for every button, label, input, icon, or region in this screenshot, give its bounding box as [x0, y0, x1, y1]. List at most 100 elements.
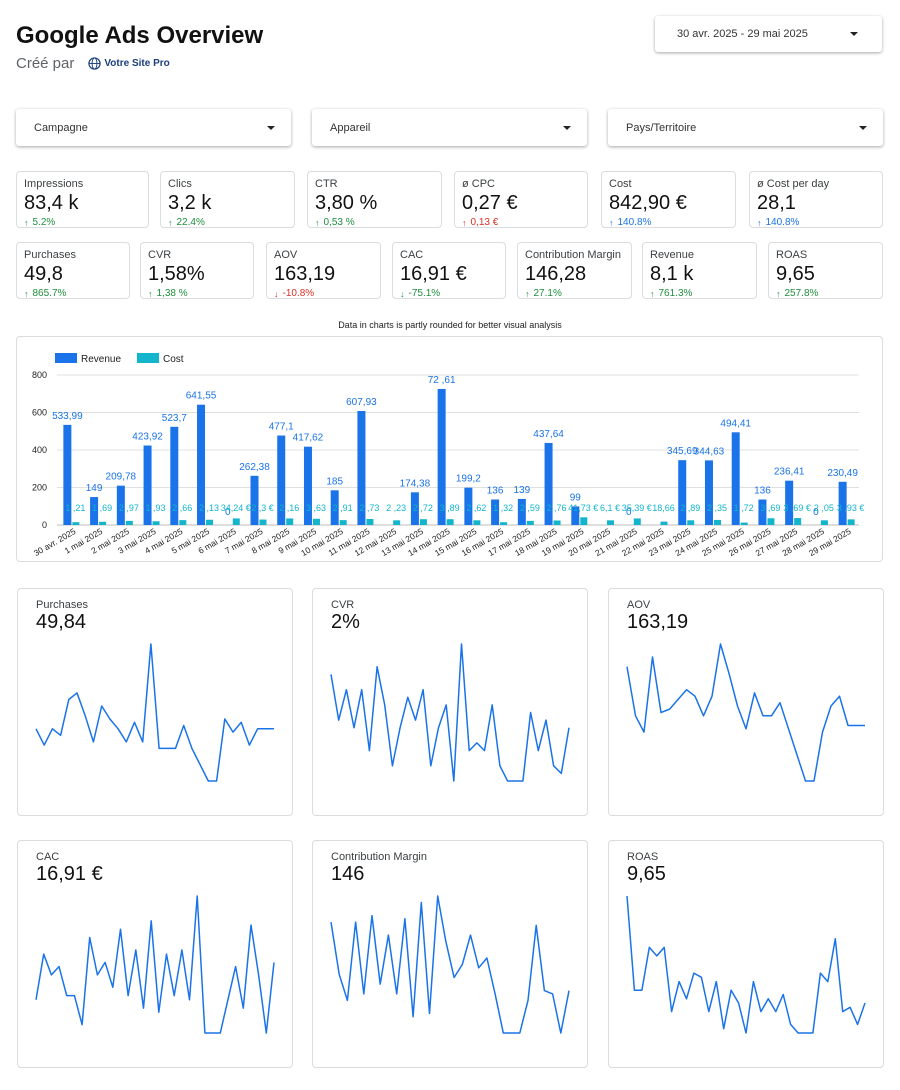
sparkline-series [626, 895, 866, 1034]
kpi-card-revenue: Revenue 8,1 k ↑ 761.3% [642, 242, 757, 299]
data-label-revenue: 236,41 [774, 467, 805, 478]
kpi-label: CVR [148, 249, 172, 261]
kpi-change: ↑ 865.7% [24, 288, 122, 299]
data-label-revenue: 149 [86, 483, 103, 494]
bar-cost [259, 519, 267, 525]
bar-cost [820, 520, 828, 525]
kpi-change-value: 257.8% [784, 288, 819, 299]
kpi-card-impressions: Impressions 83,4 k ↑ 5.2% [16, 171, 149, 228]
kpi-change: ↑ 22.4% [168, 217, 287, 228]
bar-cost [713, 519, 721, 525]
arrow-up-icon: ↑ [609, 217, 614, 228]
data-label-revenue: 344,63 [694, 446, 725, 457]
bar-revenue [464, 487, 473, 525]
bar-cost [607, 520, 615, 525]
data-label-revenue: 437,64 [533, 429, 564, 440]
sparkline-value: 2% [331, 611, 360, 633]
filter-label: Campagne [34, 121, 88, 134]
data-label-cost: 2 ,97 [119, 503, 139, 513]
bar-revenue [90, 497, 99, 525]
kpi-value: 1,58% [148, 263, 205, 285]
arrow-up-icon: ↑ [757, 217, 762, 228]
data-label-revenue: 607,93 [346, 397, 377, 408]
data-label-revenue: 99 [570, 492, 582, 503]
data-label-revenue: 345,69 [667, 446, 698, 457]
kpi-change-value: 761.3% [658, 288, 693, 299]
kpi-value: 9,65 [776, 263, 815, 285]
sparkline-label: Contribution Margin [331, 851, 427, 863]
y-tick-label: 0 [42, 520, 47, 530]
bar-revenue [410, 492, 419, 525]
bar-cost [553, 520, 561, 525]
data-label-revenue: 174,38 [400, 478, 431, 489]
kpi-value: 28,1 [757, 192, 796, 214]
data-label-revenue: 423,92 [132, 432, 163, 443]
kpi-change: ↑ 140.8% [609, 217, 728, 228]
bar-cost [446, 519, 454, 525]
arrow-up-icon: ↑ [525, 288, 530, 299]
filter-label: Appareil [330, 121, 371, 134]
kpi-value: 49,8 [24, 263, 63, 285]
kpi-card-contribution-margin: Contribution Margin 146,28 ↑ 27.1% [517, 242, 632, 299]
data-label-cost: 2 ,73 [359, 503, 379, 513]
revenue-cost-chart-card: Revenue Cost 0 200 400 600 800 533,99 1 ,21 30 av… [16, 336, 883, 562]
data-label-cost: 3 ,69 [760, 503, 780, 513]
page-title: Google Ads Overview [16, 22, 264, 49]
kpi-change-value: 22.4% [176, 217, 205, 228]
filter-device[interactable]: Appareil [312, 109, 587, 146]
data-label-revenue: 494,41 [720, 418, 751, 429]
data-label-cost: 3 ,69 € [783, 503, 811, 513]
data-label-cost: 1 ,72 [734, 503, 754, 513]
kpi-value: 83,4 k [24, 192, 79, 214]
bar-revenue [544, 442, 553, 525]
bar-cost [580, 517, 588, 525]
kpi-card-purchases: Purchases 49,8 ↑ 865.7% [16, 242, 130, 299]
bar-revenue [170, 426, 179, 525]
kpi-card-ctr: CTR 3,80 % ↑ 0,53 % [307, 171, 442, 228]
bar-revenue [303, 446, 312, 525]
kpi-change-value: -10.8% [282, 288, 315, 299]
kpi-label: Impressions [24, 178, 84, 190]
bar-cost [339, 520, 347, 525]
data-label-cost: 2 ,89 [680, 503, 700, 513]
globe-icon [88, 57, 102, 70]
bar-cost [72, 522, 80, 525]
data-label-cost: 1 ,32 [493, 503, 513, 513]
data-label-cost: 2 ,66 [172, 503, 192, 513]
data-label-revenue: 230,49 [827, 468, 858, 479]
kpi-label: Cost [609, 178, 632, 190]
kpi-change: ↑ 0,13 € [462, 217, 580, 228]
data-label-revenue: 72 ,61 [428, 375, 456, 386]
sparkline-value: 146 [331, 863, 365, 885]
bar-cost [286, 518, 294, 525]
chevron-down-icon [267, 125, 275, 130]
y-tick-label: 600 [32, 408, 47, 418]
data-label-cost: 1 ,21 [65, 503, 85, 513]
kpi-card-cost: Cost 842,90 € ↑ 140.8% [601, 171, 736, 228]
kpi-change-value: 27.1% [533, 288, 562, 299]
filter-campaign[interactable]: Campagne [16, 109, 291, 146]
bar-revenue [63, 424, 72, 525]
bar-cost [473, 520, 481, 525]
sparkline-series [35, 643, 274, 782]
bar-revenue [143, 445, 152, 525]
filter-country[interactable]: Pays/Territoire [608, 109, 883, 146]
kpi-change-value: 140.8% [617, 217, 652, 228]
data-label-cost: 3 ,63 [306, 503, 326, 513]
kpi-change: ↑ 5.2% [24, 217, 141, 228]
kpi-change: ↓ -75.1% [400, 288, 498, 299]
date-range-picker[interactable]: 30 avr. 2025 - 29 mai 2025 [655, 16, 882, 52]
arrow-up-icon: ↑ [24, 288, 29, 299]
kpi-change: ↑ 140.8% [757, 217, 875, 228]
data-label-cost: 6,1 € [600, 503, 620, 513]
bar-cost [393, 520, 401, 525]
data-label-cost: 2 ,13 [199, 503, 219, 513]
bar-cost [206, 519, 214, 525]
sparkline-label: Purchases [36, 599, 88, 611]
bar-cost [526, 520, 534, 525]
arrow-up-icon: ↑ [148, 288, 153, 299]
data-label-revenue: 0 [225, 507, 231, 518]
bar-cost [767, 518, 775, 525]
arrow-up-icon: ↑ [315, 217, 320, 228]
arrow-down-icon: ↓ [400, 288, 405, 299]
